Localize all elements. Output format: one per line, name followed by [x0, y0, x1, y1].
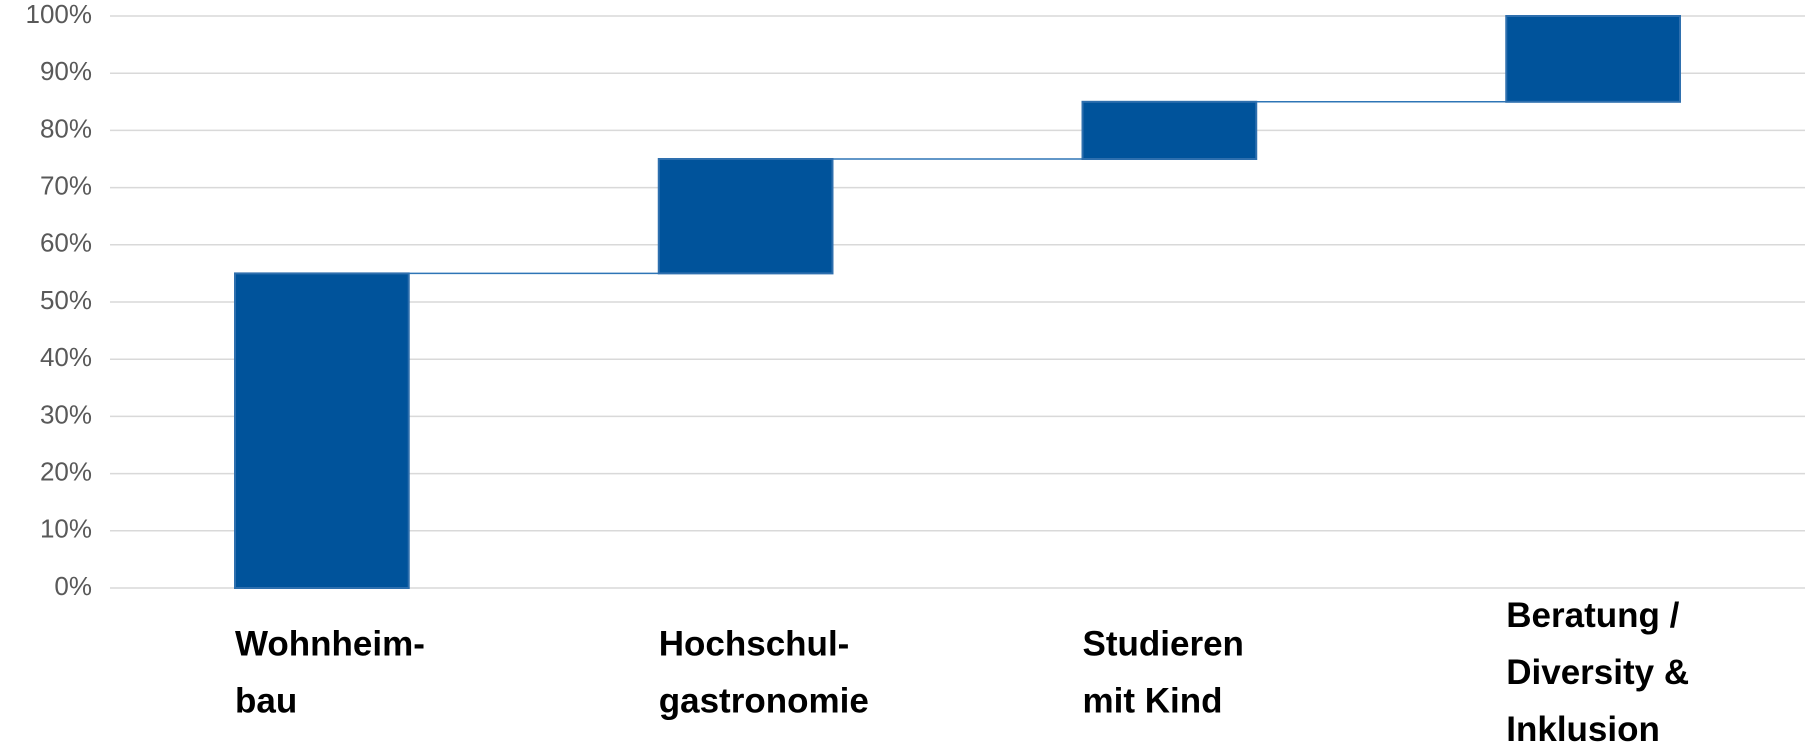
- y-tick-label: 90%: [40, 56, 92, 86]
- x-tick-label-line: Hochschul-: [659, 625, 850, 664]
- bar: [1081, 100, 1258, 161]
- y-tick-label: 50%: [40, 285, 92, 315]
- x-tick-label-line: bau: [235, 682, 297, 721]
- x-tick-label-line: gastronomie: [659, 682, 869, 721]
- bar: [1505, 15, 1681, 103]
- y-tick-label: 100%: [26, 0, 93, 29]
- x-tick-label-line: Beratung /: [1506, 596, 1679, 635]
- bar: [657, 158, 834, 275]
- y-tick-label: 40%: [40, 342, 92, 372]
- y-tick-label: 30%: [40, 399, 92, 429]
- x-tick-label-line: Inklusion: [1506, 710, 1660, 748]
- x-tick-label-line: Studieren: [1083, 625, 1244, 664]
- x-tick-label: Studieren mit Kind: [1083, 625, 1244, 721]
- x-tick-label: Hochschul-gastronomie: [659, 625, 869, 721]
- y-tick-label: 10%: [40, 514, 92, 544]
- x-tick-label-line: Wohnheim-: [235, 625, 425, 664]
- y-tick-label: 0%: [54, 571, 92, 601]
- bar: [234, 272, 410, 589]
- y-tick-label: 60%: [40, 228, 92, 258]
- x-tick-label: Beratung / Diversity & Inklusion: [1506, 596, 1689, 748]
- x-tick-label: Wohnheim-bau: [235, 625, 425, 721]
- x-tick-label-line: mit Kind: [1083, 682, 1223, 721]
- y-tick-label: 70%: [40, 170, 92, 200]
- x-tick-label-line: Diversity &: [1506, 653, 1689, 692]
- y-tick-label: 80%: [40, 113, 92, 143]
- y-tick-label: 20%: [40, 456, 92, 486]
